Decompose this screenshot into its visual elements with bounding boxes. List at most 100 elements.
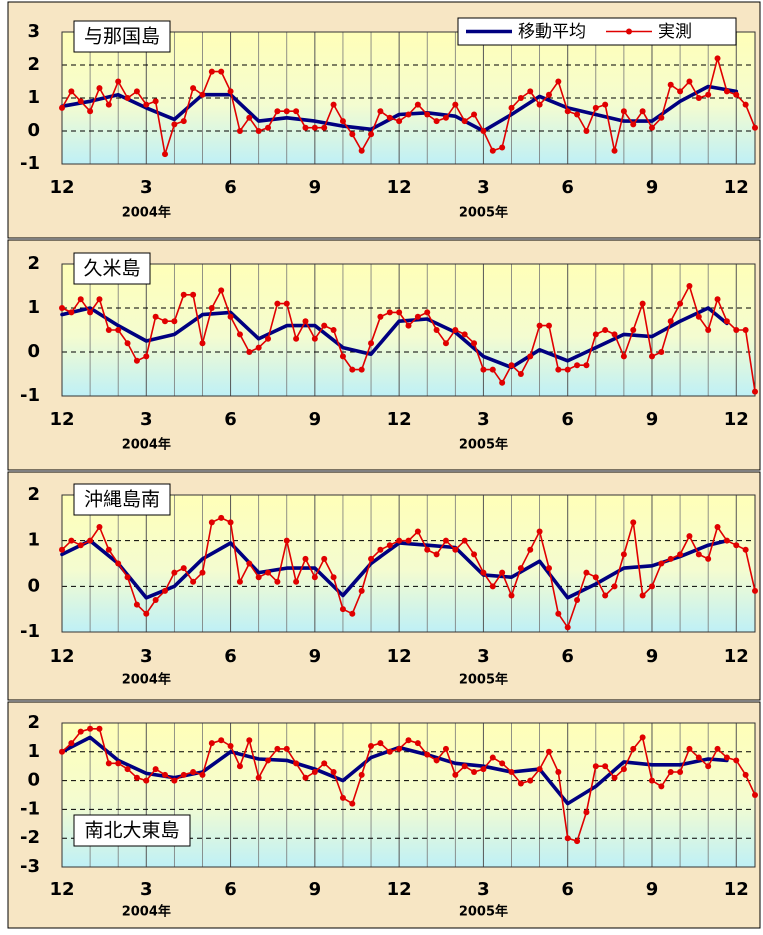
data-point (311, 124, 318, 131)
data-point (96, 85, 103, 92)
data-point (283, 108, 290, 115)
plot-area (62, 264, 755, 396)
data-point (630, 745, 637, 752)
data-point (59, 546, 65, 553)
data-point (386, 542, 393, 549)
year-label: 2005年 (459, 205, 508, 221)
x-tick-label: 9 (646, 879, 659, 900)
data-point (293, 108, 300, 115)
data-point (705, 555, 712, 562)
data-point (349, 366, 356, 373)
data-point (190, 578, 197, 585)
data-point (414, 101, 421, 108)
data-point (433, 757, 440, 764)
data-point (227, 313, 234, 320)
data-point (349, 610, 356, 617)
data-point (368, 131, 375, 138)
data-point (752, 388, 758, 395)
data-point (293, 578, 300, 585)
data-point (265, 124, 272, 131)
data-point (527, 88, 534, 95)
x-tick-label: 12 (724, 879, 749, 900)
x-tick-label: 6 (224, 409, 237, 430)
data-point (723, 318, 730, 325)
data-point (433, 118, 440, 125)
year-label: 2005年 (459, 904, 508, 920)
data-point (265, 569, 272, 576)
data-point (545, 748, 552, 755)
data-point (255, 574, 262, 581)
data-point (648, 124, 655, 131)
data-point (236, 331, 243, 338)
data-point (555, 768, 562, 775)
x-tick-label: 12 (387, 646, 412, 667)
data-point (236, 578, 243, 585)
data-point (433, 327, 440, 333)
data-point (471, 768, 478, 775)
data-point (583, 809, 590, 816)
y-tick-label: 2 (27, 253, 40, 274)
y-tick-label: 0 (27, 120, 40, 141)
data-point (236, 763, 243, 770)
data-point (96, 523, 103, 530)
data-point (742, 101, 749, 108)
data-point (180, 771, 187, 778)
data-point (564, 108, 571, 115)
data-point (358, 366, 365, 373)
plot-area (62, 495, 755, 632)
data-point (639, 592, 646, 599)
year-label: 2004年 (122, 437, 171, 453)
data-point (489, 754, 496, 761)
data-point (105, 546, 112, 553)
data-point (246, 737, 253, 744)
data-point (424, 751, 431, 758)
data-point (714, 55, 721, 62)
x-tick-label: 3 (477, 879, 490, 900)
data-point (733, 542, 740, 549)
data-point (658, 349, 665, 355)
x-tick-label: 3 (140, 177, 153, 198)
data-point (461, 118, 468, 125)
data-point (133, 601, 140, 608)
y-tick-label: -1 (20, 798, 40, 819)
x-tick-label: 12 (387, 879, 412, 900)
data-point (574, 362, 581, 369)
data-point (152, 313, 159, 320)
data-point (480, 366, 487, 373)
data-point (208, 519, 215, 526)
data-point (620, 108, 627, 115)
x-tick-label: 6 (224, 177, 237, 198)
data-point (358, 147, 365, 154)
data-point (686, 745, 693, 752)
data-point (311, 574, 318, 581)
legend-label: 移動平均 (518, 22, 586, 42)
y-tick-label: -2 (20, 827, 40, 848)
data-point (414, 528, 421, 535)
data-point (143, 353, 150, 360)
data-point (611, 583, 618, 590)
data-point (705, 327, 712, 333)
x-tick-label: 9 (309, 177, 322, 198)
data-point (208, 305, 215, 311)
y-tick-label: -1 (20, 153, 40, 174)
data-point (620, 353, 627, 360)
data-point (620, 766, 627, 773)
data-point (508, 592, 515, 599)
data-point (480, 766, 487, 773)
data-point (658, 560, 665, 567)
data-point (199, 771, 206, 778)
data-point (545, 322, 552, 329)
data-point (274, 578, 281, 585)
legend-marker (626, 28, 632, 35)
y-tick-label: 1 (27, 87, 40, 108)
data-point (68, 740, 75, 747)
data-point (386, 748, 393, 755)
data-point (686, 533, 693, 540)
data-point (752, 587, 758, 594)
data-point (405, 111, 412, 118)
x-tick-label: 12 (387, 409, 412, 430)
data-point (564, 366, 571, 373)
data-point (77, 98, 84, 105)
data-point (152, 98, 159, 105)
data-point (602, 327, 609, 333)
